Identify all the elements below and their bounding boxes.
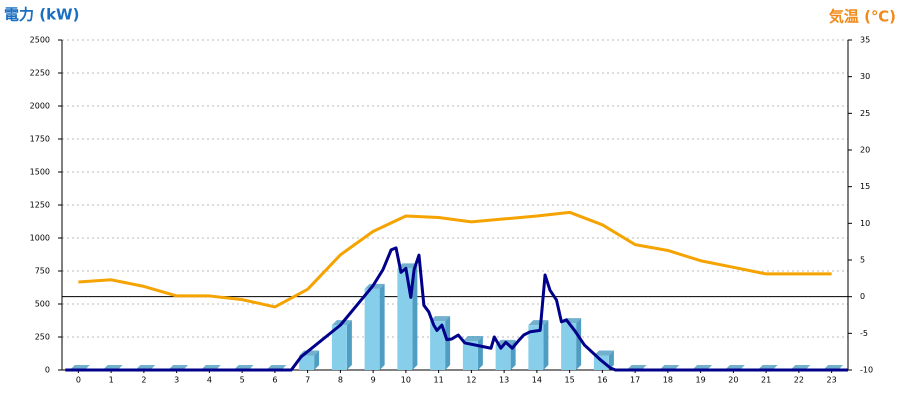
y-tick-label: 1250 bbox=[30, 201, 50, 210]
y-tick-label: 1750 bbox=[30, 135, 50, 144]
x-tick-label: 10 bbox=[401, 376, 411, 385]
y-title: 電力 (kW) bbox=[4, 6, 79, 24]
bar-top bbox=[462, 335, 483, 341]
bar-side bbox=[379, 283, 385, 370]
bar-side bbox=[445, 316, 451, 370]
y2-tick-label: 5 bbox=[860, 256, 865, 265]
x-tick-label: 9 bbox=[371, 376, 376, 385]
x-tick-label: 19 bbox=[696, 376, 706, 385]
bar-side bbox=[576, 318, 582, 370]
y2-tick-label: 15 bbox=[860, 182, 870, 191]
line bbox=[65, 246, 848, 372]
bar-side bbox=[543, 320, 549, 370]
bar bbox=[561, 323, 577, 370]
bar-top bbox=[528, 320, 549, 326]
line bbox=[78, 210, 832, 309]
y2-tick-label: 20 bbox=[860, 146, 870, 155]
x-tick-label: 21 bbox=[761, 376, 771, 385]
y2-tick-label: 35 bbox=[860, 36, 870, 45]
x-tick-label: 2 bbox=[141, 376, 146, 385]
y-tick-label: 2500 bbox=[30, 36, 50, 45]
y-tick-label: 0 bbox=[45, 366, 50, 375]
x-tick-label: 4 bbox=[207, 376, 212, 385]
x-tick-label: 13 bbox=[499, 376, 509, 385]
bar bbox=[462, 340, 478, 370]
y2-tick-label: 10 bbox=[860, 219, 870, 228]
bar-side bbox=[346, 320, 352, 370]
y2-tick-label: 30 bbox=[860, 72, 870, 81]
y-tick-label: 2000 bbox=[30, 102, 50, 111]
bar bbox=[495, 344, 511, 370]
x-tick-label: 23 bbox=[827, 376, 837, 385]
x-tick-label: 0 bbox=[76, 376, 81, 385]
y2-tick-label: 0 bbox=[860, 292, 865, 301]
x-tick-label: 8 bbox=[338, 376, 343, 385]
bar-top bbox=[397, 263, 418, 269]
y-tick-label: 2250 bbox=[30, 69, 50, 78]
y2-tick-label: -5 bbox=[860, 329, 868, 338]
bar-side bbox=[477, 335, 483, 370]
x-tick-label: 18 bbox=[663, 376, 673, 385]
x-tick-label: 16 bbox=[597, 376, 607, 385]
bar bbox=[364, 288, 380, 370]
x-tick-label: 20 bbox=[728, 376, 738, 385]
y-tick-label: 500 bbox=[35, 300, 50, 309]
y-tick-label: 250 bbox=[35, 333, 50, 342]
bar-side bbox=[412, 263, 418, 370]
y-tick-label: 1500 bbox=[30, 168, 50, 177]
x-tick-label: 5 bbox=[240, 376, 245, 385]
x-tick-label: 6 bbox=[272, 376, 277, 385]
bar bbox=[528, 325, 544, 370]
bar-top bbox=[430, 316, 451, 322]
y2-tick-label: 25 bbox=[860, 109, 870, 118]
bar-top bbox=[593, 350, 614, 356]
x-tick-label: 7 bbox=[305, 376, 310, 385]
bar bbox=[299, 355, 315, 370]
bar-side bbox=[608, 350, 614, 370]
bar bbox=[397, 268, 413, 370]
bar bbox=[331, 325, 347, 370]
x-tick-label: 22 bbox=[794, 376, 804, 385]
bar-side bbox=[314, 350, 320, 370]
y2-title: 気温 (℃) bbox=[829, 8, 896, 26]
x-tick-label: 14 bbox=[532, 376, 542, 385]
y2-tick-label: -10 bbox=[860, 366, 873, 375]
x-tick-label: 1 bbox=[109, 376, 114, 385]
x-tick-label: 12 bbox=[466, 376, 476, 385]
x-tick-label: 15 bbox=[565, 376, 575, 385]
y-tick-label: 750 bbox=[35, 267, 50, 276]
x-tick-label: 17 bbox=[630, 376, 640, 385]
y-tick-label: 1000 bbox=[30, 234, 50, 243]
x-tick-label: 3 bbox=[174, 376, 179, 385]
x-tick-label: 11 bbox=[434, 376, 444, 385]
bar bbox=[430, 321, 446, 370]
